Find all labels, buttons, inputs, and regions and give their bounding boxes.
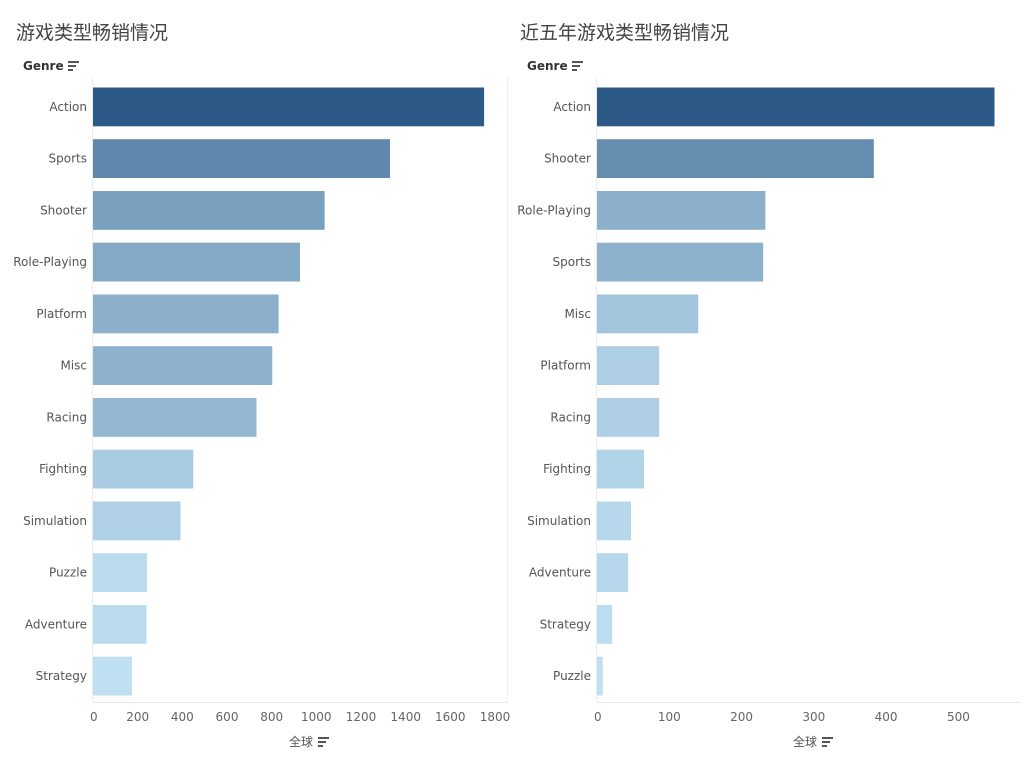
left-x-tick-label: 400 (171, 710, 194, 724)
right-category-label: Adventure (529, 566, 591, 580)
left-bar-simulation[interactable] (93, 501, 181, 541)
right-bar-sports[interactable] (597, 242, 764, 282)
right-x-tick-label: 400 (875, 710, 898, 724)
left-category-label: Action (49, 100, 87, 114)
left-axis-title[interactable]: 全球 (289, 733, 330, 750)
right-category-label: Simulation (527, 514, 591, 528)
left-category-label: Strategy (36, 669, 87, 683)
left-x-tick-label: 800 (260, 710, 283, 724)
left-category-label: Shooter (40, 203, 87, 217)
right-bar-puzzle[interactable] (597, 656, 603, 696)
left-bar-strategy[interactable] (93, 656, 132, 696)
right-category-label: Platform (540, 359, 591, 373)
left-bar-role-playing[interactable] (93, 242, 300, 282)
right-bar-fighting[interactable] (597, 449, 644, 489)
left-category-label: Platform (36, 307, 87, 321)
left-category-label: Role-Playing (13, 255, 87, 269)
left-bar-sports[interactable] (93, 139, 390, 178)
right-x-tick-label: 200 (730, 710, 753, 724)
left-genre-sort-icon[interactable] (67, 61, 79, 71)
left-category-label: Fighting (39, 462, 87, 476)
right-x-tick-label: 0 (594, 710, 602, 724)
left-bar-shooter[interactable] (93, 191, 325, 230)
right-category-label: Misc (564, 307, 591, 321)
left-genre-label: Genre (23, 59, 64, 73)
left-x-tick-label: 200 (126, 710, 149, 724)
right-bar-misc[interactable] (597, 294, 699, 334)
left-bar-misc[interactable] (93, 346, 273, 385)
left-x-tick-label: 1200 (346, 710, 377, 724)
right-bar-adventure[interactable] (597, 553, 629, 592)
left-bar-puzzle[interactable] (93, 553, 147, 592)
right-category-label: Fighting (543, 462, 591, 476)
right-bar-platform[interactable] (597, 346, 660, 385)
left-x-tick-label: 600 (216, 710, 239, 724)
left-x-tick-label: 0 (90, 710, 98, 724)
right-category-label: Strategy (540, 617, 591, 631)
right-bar-simulation[interactable] (597, 501, 631, 541)
left-genre-header[interactable]: Genre (23, 59, 79, 73)
left-x-tick-label: 1400 (390, 710, 421, 724)
left-axis-sort-icon[interactable] (318, 736, 330, 747)
left-category-label: Racing (46, 410, 87, 424)
left-bar-racing[interactable] (93, 398, 257, 437)
right-genre-sort-icon[interactable] (571, 61, 583, 71)
right-x-tick-label: 100 (658, 710, 681, 724)
right-category-label: Racing (550, 410, 591, 424)
left-category-label: Misc (60, 359, 87, 373)
right-category-label: Action (553, 100, 591, 114)
right-chart-title: 近五年游戏类型畅销情况 (520, 22, 730, 44)
right-bar-shooter[interactable] (597, 139, 874, 178)
right-bar-strategy[interactable] (597, 605, 613, 644)
right-category-label: Role-Playing (517, 203, 591, 217)
right-x-tick-label: 500 (947, 710, 970, 724)
right-genre-label: Genre (527, 59, 568, 73)
right-axis-sort-icon[interactable] (822, 736, 834, 747)
right-category-label: Puzzle (553, 669, 591, 683)
left-bar-adventure[interactable] (93, 605, 147, 644)
right-bar-action[interactable] (597, 87, 995, 127)
left-category-label: Adventure (25, 617, 87, 631)
right-bar-role-playing[interactable] (597, 191, 766, 230)
left-x-tick-label: 1600 (435, 710, 466, 724)
left-category-label: Puzzle (49, 566, 87, 580)
left-axis-label: 全球 (289, 735, 314, 749)
right-x-tick-label: 300 (802, 710, 825, 724)
right-axis-label: 全球 (793, 735, 818, 749)
left-category-label: Sports (49, 152, 87, 166)
right-bar-racing[interactable] (597, 398, 660, 437)
right-axis-title[interactable]: 全球 (793, 733, 834, 750)
left-bar-action[interactable] (93, 87, 485, 127)
left-bar-fighting[interactable] (93, 449, 194, 489)
left-category-label: Simulation (23, 514, 87, 528)
left-bar-platform[interactable] (93, 294, 279, 334)
right-category-label: Shooter (544, 152, 591, 166)
right-category-label: Sports (553, 255, 591, 269)
right-genre-header[interactable]: Genre (527, 59, 583, 73)
left-x-tick-label: 1000 (301, 710, 332, 724)
left-x-tick-label: 1800 (480, 710, 511, 724)
left-chart-title: 游戏类型畅销情况 (16, 22, 169, 44)
